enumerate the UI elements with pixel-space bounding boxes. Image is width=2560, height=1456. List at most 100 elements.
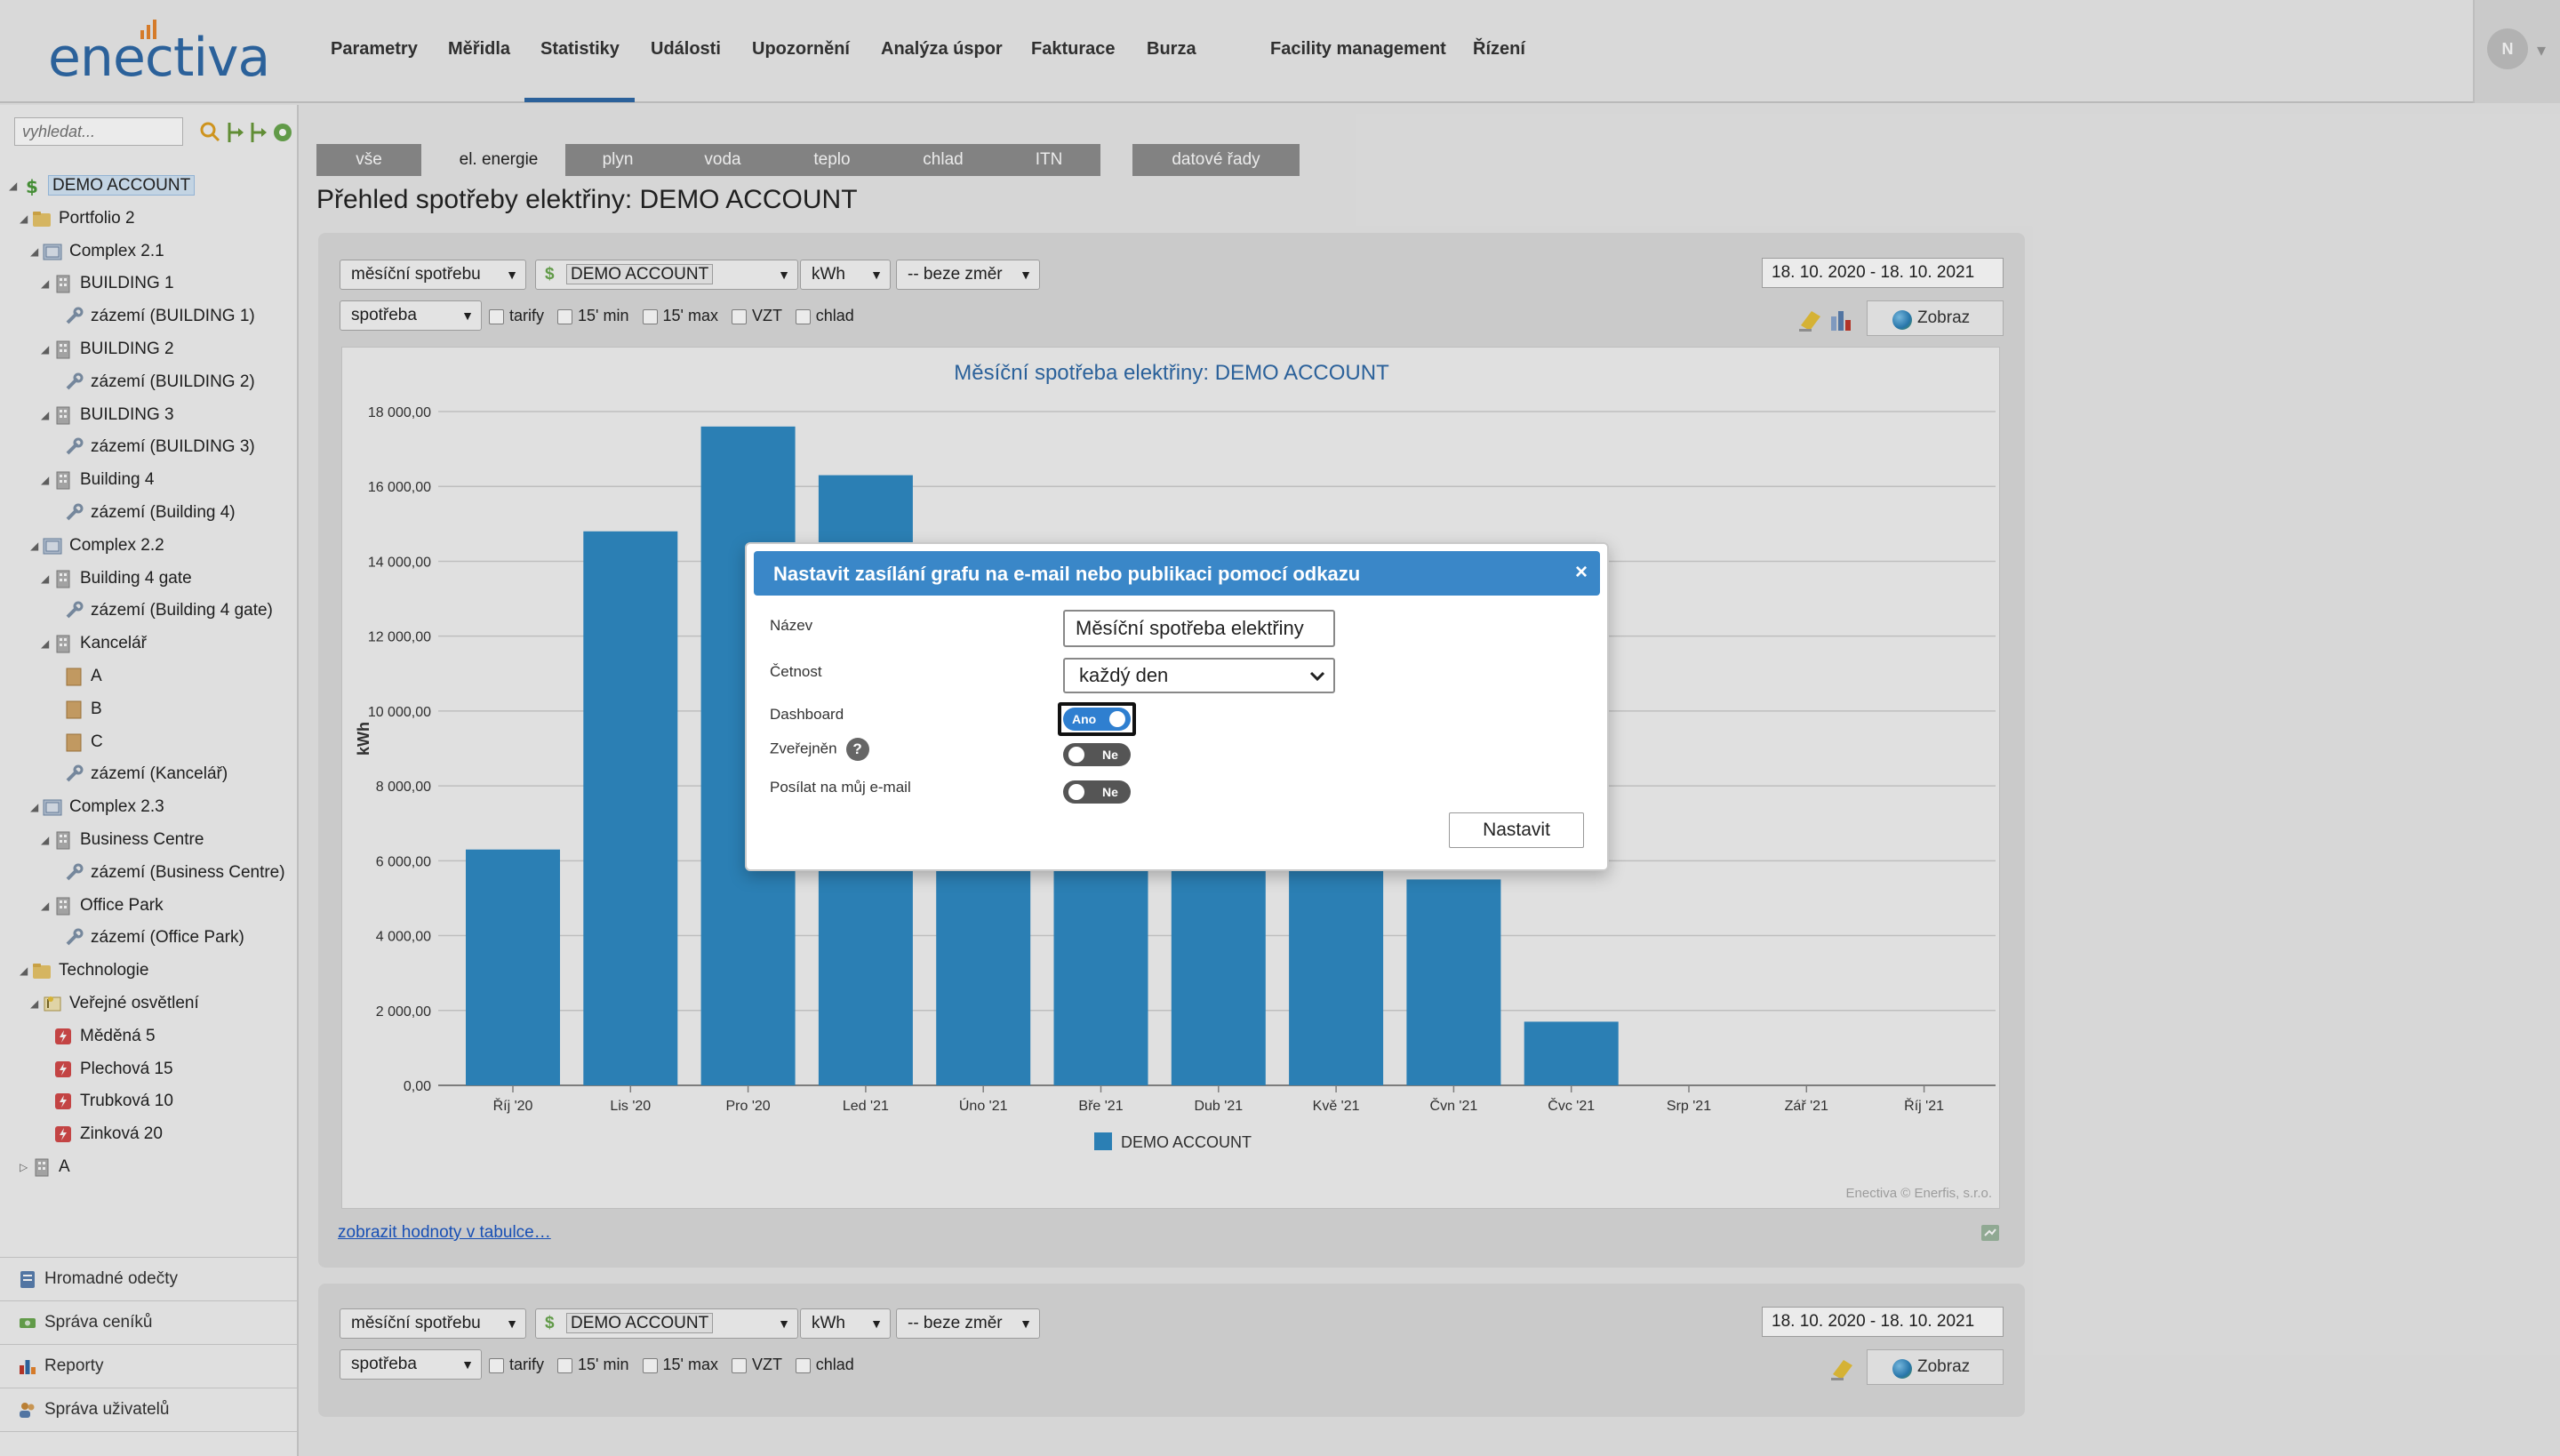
checkbox-chlad[interactable] xyxy=(795,308,811,324)
collapse-arrow-icon[interactable]: ◢ xyxy=(9,180,18,192)
tree-item[interactable]: Zinková 20 xyxy=(41,1121,163,1148)
tree-item[interactable]: ◢ $ DEMO ACCOUNT xyxy=(9,172,196,199)
nav-facility-management[interactable]: Facility management xyxy=(1270,39,1446,59)
collapse-arrow-icon[interactable]: ◢ xyxy=(41,343,50,356)
tree-item[interactable]: zázemí (Office Park) xyxy=(52,924,244,951)
nav-udalosti[interactable]: Události xyxy=(651,39,721,59)
eraser-icon[interactable] xyxy=(1829,1353,1856,1383)
tree-item[interactable]: zázemí (BUILDING 1) xyxy=(52,303,255,330)
expand-arrow-icon[interactable]: ▷ xyxy=(20,1161,28,1173)
nav-rizeni[interactable]: Řízení xyxy=(1473,39,1525,59)
link-sprava-uzivatelu[interactable]: Správa uživatelů xyxy=(0,1388,297,1430)
tree-item[interactable]: ◢ Office Park xyxy=(41,892,164,919)
nav-statistiky[interactable]: Statistiky xyxy=(540,39,620,59)
dashboard-toggle[interactable]: Ano xyxy=(1063,708,1131,731)
tree-item[interactable]: Trubková 10 xyxy=(41,1088,173,1115)
tree-item[interactable]: C xyxy=(52,729,103,756)
collapse-arrow-icon[interactable]: ◢ xyxy=(30,997,39,1010)
tree-item[interactable]: ◢ Building 4 xyxy=(41,467,154,493)
tree-item[interactable]: zázemí (BUILDING 3) xyxy=(52,434,255,460)
name-input[interactable]: Měsíční spotřeba elektřiny xyxy=(1063,610,1335,647)
checkbox-chlad[interactable] xyxy=(795,1357,811,1373)
tree-item[interactable]: zázemí (BUILDING 2) xyxy=(52,369,255,396)
direction-select[interactable]: -- beze změr ▼ xyxy=(896,260,1040,290)
tree-item[interactable]: ◢ Building 4 gate xyxy=(41,565,192,592)
date-range-input[interactable]: 18. 10. 2020 - 18. 10. 2021 xyxy=(1762,258,2004,288)
tree-item[interactable]: A xyxy=(52,663,102,690)
bar-chart-icon[interactable] xyxy=(1831,311,1851,331)
checkbox-tarify[interactable] xyxy=(489,1357,504,1373)
chevron-down-icon[interactable]: ▾ xyxy=(2537,41,2547,60)
unit-select[interactable]: kWh ▼ xyxy=(800,260,891,290)
collapse-arrow-icon[interactable]: ◢ xyxy=(30,539,39,552)
unit-select-2[interactable]: kWh ▼ xyxy=(800,1308,891,1339)
collapse-arrow-icon[interactable]: ◢ xyxy=(20,212,28,225)
measure-select[interactable]: spotřeba ▼ xyxy=(340,300,482,331)
published-toggle[interactable]: Ne xyxy=(1063,743,1131,766)
tree-item[interactable]: ◢ Business Centre xyxy=(41,827,204,853)
export-icon[interactable] xyxy=(1980,1223,2000,1243)
collapse-arrow-icon[interactable]: ◢ xyxy=(41,899,50,912)
user-menu[interactable]: N ▾ xyxy=(2473,0,2560,103)
account-select-2[interactable]: $ DEMO ACCOUNT ▼ xyxy=(535,1308,798,1339)
account-select[interactable]: $ DEMO ACCOUNT ▼ xyxy=(535,260,798,290)
show-table-link[interactable]: zobrazit hodnoty v tabulce… xyxy=(338,1223,551,1242)
close-icon[interactable]: × xyxy=(1574,560,1588,584)
date-range-input-2[interactable]: 18. 10. 2020 - 18. 10. 2021 xyxy=(1762,1307,2004,1337)
collapse-tree-icon[interactable] xyxy=(251,123,267,142)
nav-analyza-uspor[interactable]: Analýza úspor xyxy=(881,39,1003,59)
checkbox-15-min[interactable] xyxy=(557,308,573,324)
expand-tree-icon[interactable] xyxy=(228,123,244,142)
tree-item[interactable]: B xyxy=(52,696,102,723)
collapse-arrow-icon[interactable]: ◢ xyxy=(41,834,50,846)
search-icon[interactable] xyxy=(200,122,220,142)
tree-item[interactable]: ◢ Technologie xyxy=(20,957,148,984)
checkbox-15-max[interactable] xyxy=(642,1357,658,1373)
tree-item[interactable]: ◢ BUILDING 1 xyxy=(41,270,174,297)
tree-item[interactable]: zázemí (Kancelář) xyxy=(52,761,228,788)
collapse-arrow-icon[interactable]: ◢ xyxy=(41,277,50,291)
collapse-arrow-icon[interactable]: ◢ xyxy=(30,244,39,258)
checkbox-15-min[interactable] xyxy=(557,1357,573,1373)
tab-vse[interactable]: vše xyxy=(316,144,421,176)
show-button[interactable]: Zobraz xyxy=(1867,300,2004,336)
link-reporty[interactable]: Reporty xyxy=(0,1344,297,1387)
checkbox-tarify[interactable] xyxy=(489,308,504,324)
nav-parametry[interactable]: Parametry xyxy=(331,39,418,59)
tree-item[interactable]: ◢ Complex 2.1 xyxy=(30,238,164,265)
direction-select-2[interactable]: -- beze změr ▼ xyxy=(896,1308,1040,1339)
tree-item[interactable]: zázemí (Building 4 gate) xyxy=(52,597,273,624)
frequency-select[interactable]: každý den xyxy=(1063,658,1335,693)
email-toggle[interactable]: Ne xyxy=(1063,780,1131,804)
tree-item[interactable]: Měděná 5 xyxy=(41,1023,156,1050)
tree-item[interactable]: zázemí (Building 4) xyxy=(52,500,236,526)
period-select-2[interactable]: měsíční spotřebu ▼ xyxy=(340,1308,526,1339)
collapse-arrow-icon[interactable]: ◢ xyxy=(41,637,50,651)
nav-meridla[interactable]: Měřidla xyxy=(448,39,511,59)
avatar[interactable]: N xyxy=(2487,28,2528,69)
link-more[interactable] xyxy=(0,1431,297,1456)
search-input[interactable] xyxy=(14,117,183,146)
add-circle-icon[interactable] xyxy=(274,124,292,141)
eraser-icon[interactable] xyxy=(1799,311,1820,332)
tree-item[interactable]: ◢ BUILDING 3 xyxy=(41,402,174,428)
tab-chlad[interactable]: chlad xyxy=(887,144,999,176)
nav-fakturace[interactable]: Fakturace xyxy=(1031,39,1116,59)
collapse-arrow-icon[interactable]: ◢ xyxy=(41,474,50,487)
tree-item[interactable]: ◢ BUILDING 2 xyxy=(41,336,174,363)
tree-item[interactable]: ▷ A xyxy=(20,1154,70,1180)
link-hromadne-odecty[interactable]: Hromadné odečty xyxy=(0,1257,297,1300)
help-icon[interactable]: ? xyxy=(845,738,869,761)
tab-itn[interactable]: ITN xyxy=(997,144,1100,176)
checkbox-vzt[interactable] xyxy=(732,308,747,324)
tree-item[interactable]: ◢ Kancelář xyxy=(41,630,147,657)
enectiva-logo[interactable]: enectiva xyxy=(48,20,270,89)
submit-button[interactable]: Nastavit xyxy=(1449,812,1584,848)
period-select[interactable]: měsíční spotřebu ▼ xyxy=(340,260,526,290)
checkbox-vzt[interactable] xyxy=(732,1357,747,1373)
tab-voda[interactable]: voda xyxy=(668,144,777,176)
checkbox-15-max[interactable] xyxy=(642,308,658,324)
show-button-2[interactable]: Zobraz xyxy=(1867,1349,2004,1385)
collapse-arrow-icon[interactable]: ◢ xyxy=(30,801,39,814)
tree-item[interactable]: ◢ Veřejné osvětlení xyxy=(30,990,199,1017)
